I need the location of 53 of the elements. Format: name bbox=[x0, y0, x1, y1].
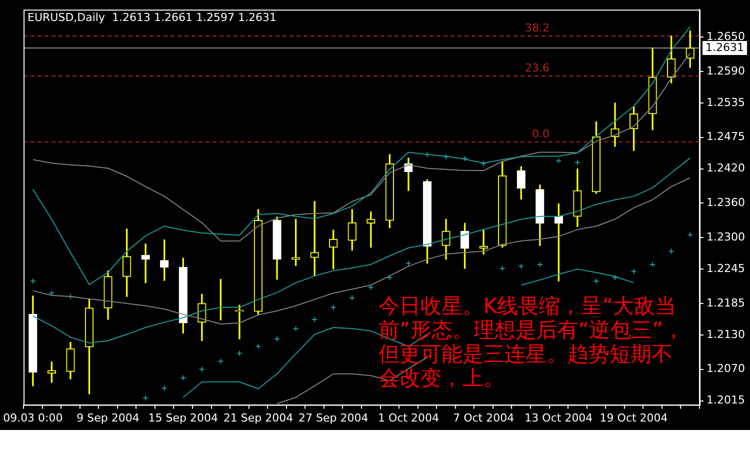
point bbox=[349, 294, 356, 301]
y-tick-label: 1.2245 bbox=[706, 262, 746, 275]
y-tick-label: 1.2185 bbox=[706, 296, 746, 310]
y-tick-label: 1.2130 bbox=[706, 328, 746, 341]
point bbox=[255, 343, 262, 350]
x-tick-label: 15 Sep 2004 bbox=[148, 411, 218, 424]
point bbox=[480, 160, 487, 167]
candlestick bbox=[141, 244, 150, 284]
point bbox=[142, 394, 149, 401]
y-tick-label: 1.2590 bbox=[706, 64, 746, 78]
y-tick-label: 1.2475 bbox=[706, 130, 746, 144]
annotation: 38.2 bbox=[525, 21, 550, 34]
point bbox=[556, 158, 562, 164]
point bbox=[274, 336, 280, 342]
point bbox=[48, 290, 55, 296]
point bbox=[405, 260, 412, 266]
point bbox=[330, 304, 336, 310]
point bbox=[180, 374, 186, 381]
x-tick-label: 21 Sep 2004 bbox=[223, 411, 294, 424]
point bbox=[292, 326, 299, 332]
point bbox=[386, 274, 393, 281]
candlestick bbox=[310, 201, 319, 276]
annotation: 23.6 bbox=[525, 61, 550, 74]
y-tick-label: 1.2535 bbox=[706, 96, 746, 109]
candlestick bbox=[479, 229, 488, 254]
point bbox=[687, 232, 694, 238]
point bbox=[368, 284, 374, 290]
chart-title: EURUSD,Daily 1.2613 1.2661 1.2597 1.2631 bbox=[28, 10, 276, 24]
point bbox=[236, 350, 242, 356]
point bbox=[518, 263, 524, 270]
x-tick-label: 13 Oct 2004 bbox=[524, 411, 593, 424]
point bbox=[218, 358, 224, 364]
y-tick-label: 1.2015 bbox=[706, 394, 746, 407]
ref-line-label: 1.2631 bbox=[706, 40, 744, 54]
x-tick-label: 09.03 0:00 bbox=[3, 411, 63, 424]
y-tick-label: 1.2360 bbox=[706, 196, 746, 210]
x-tick-label: 7 Oct 2004 bbox=[453, 411, 514, 424]
x-tick-label: 9 Sep 2004 bbox=[76, 411, 140, 424]
y-tick-label: 1.2070 bbox=[706, 362, 746, 376]
point bbox=[630, 268, 637, 274]
point bbox=[198, 366, 205, 372]
annotation: 今日收星。K线畏缩，呈“大敌当前”形态。理想是后有“逆包三”，但更可能是三连星。趋势短期不会改变，上。 bbox=[378, 294, 684, 390]
annotation: 0.0 bbox=[532, 127, 550, 140]
point bbox=[30, 278, 36, 284]
y-tick-label: 1.2650 bbox=[706, 30, 746, 43]
point bbox=[161, 385, 168, 392]
x-tick-label: 19 Oct 2004 bbox=[600, 411, 668, 424]
y-tick-label: 1.2420 bbox=[706, 162, 746, 175]
y-tick-label: 1.2300 bbox=[706, 230, 746, 244]
x-tick-label: 1 Oct 2004 bbox=[378, 411, 439, 424]
point bbox=[593, 278, 600, 284]
point bbox=[668, 248, 674, 254]
x-tick-label: 27 Sep 2004 bbox=[298, 411, 368, 424]
